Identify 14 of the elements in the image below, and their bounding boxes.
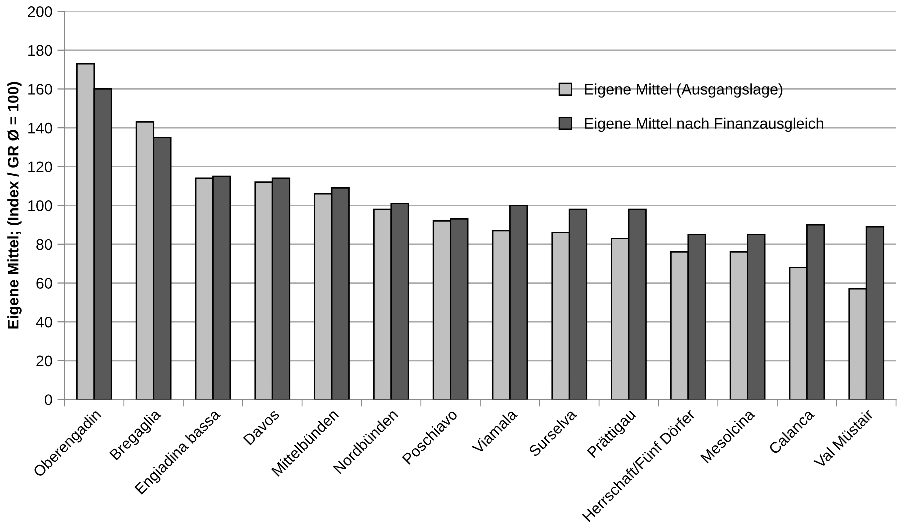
y-tick-label: 120 [28, 162, 52, 173]
y-tick-label: 140 [28, 122, 52, 134]
y-tick-label: 60 [36, 278, 52, 289]
y-tick-label: 100 [28, 200, 52, 212]
y-tick-label: 160 [28, 84, 52, 95]
y-tick-label: 180 [28, 45, 52, 56]
y-axis-title: Eigene Mittel; (Index / GR Ø = 100) [8, 82, 22, 329]
y-tick-label: 40 [36, 316, 52, 328]
y-tick-label: 80 [36, 239, 52, 250]
legend-label: Eigene Mittel nach Finanzausgleich [585, 118, 824, 132]
y-tick-label: 0 [45, 394, 52, 406]
legend-label: Eigene Mittel (Ausgangslage) [585, 84, 783, 98]
y-tick-label: 20 [36, 356, 52, 367]
y-tick-label: 200 [28, 6, 52, 18]
